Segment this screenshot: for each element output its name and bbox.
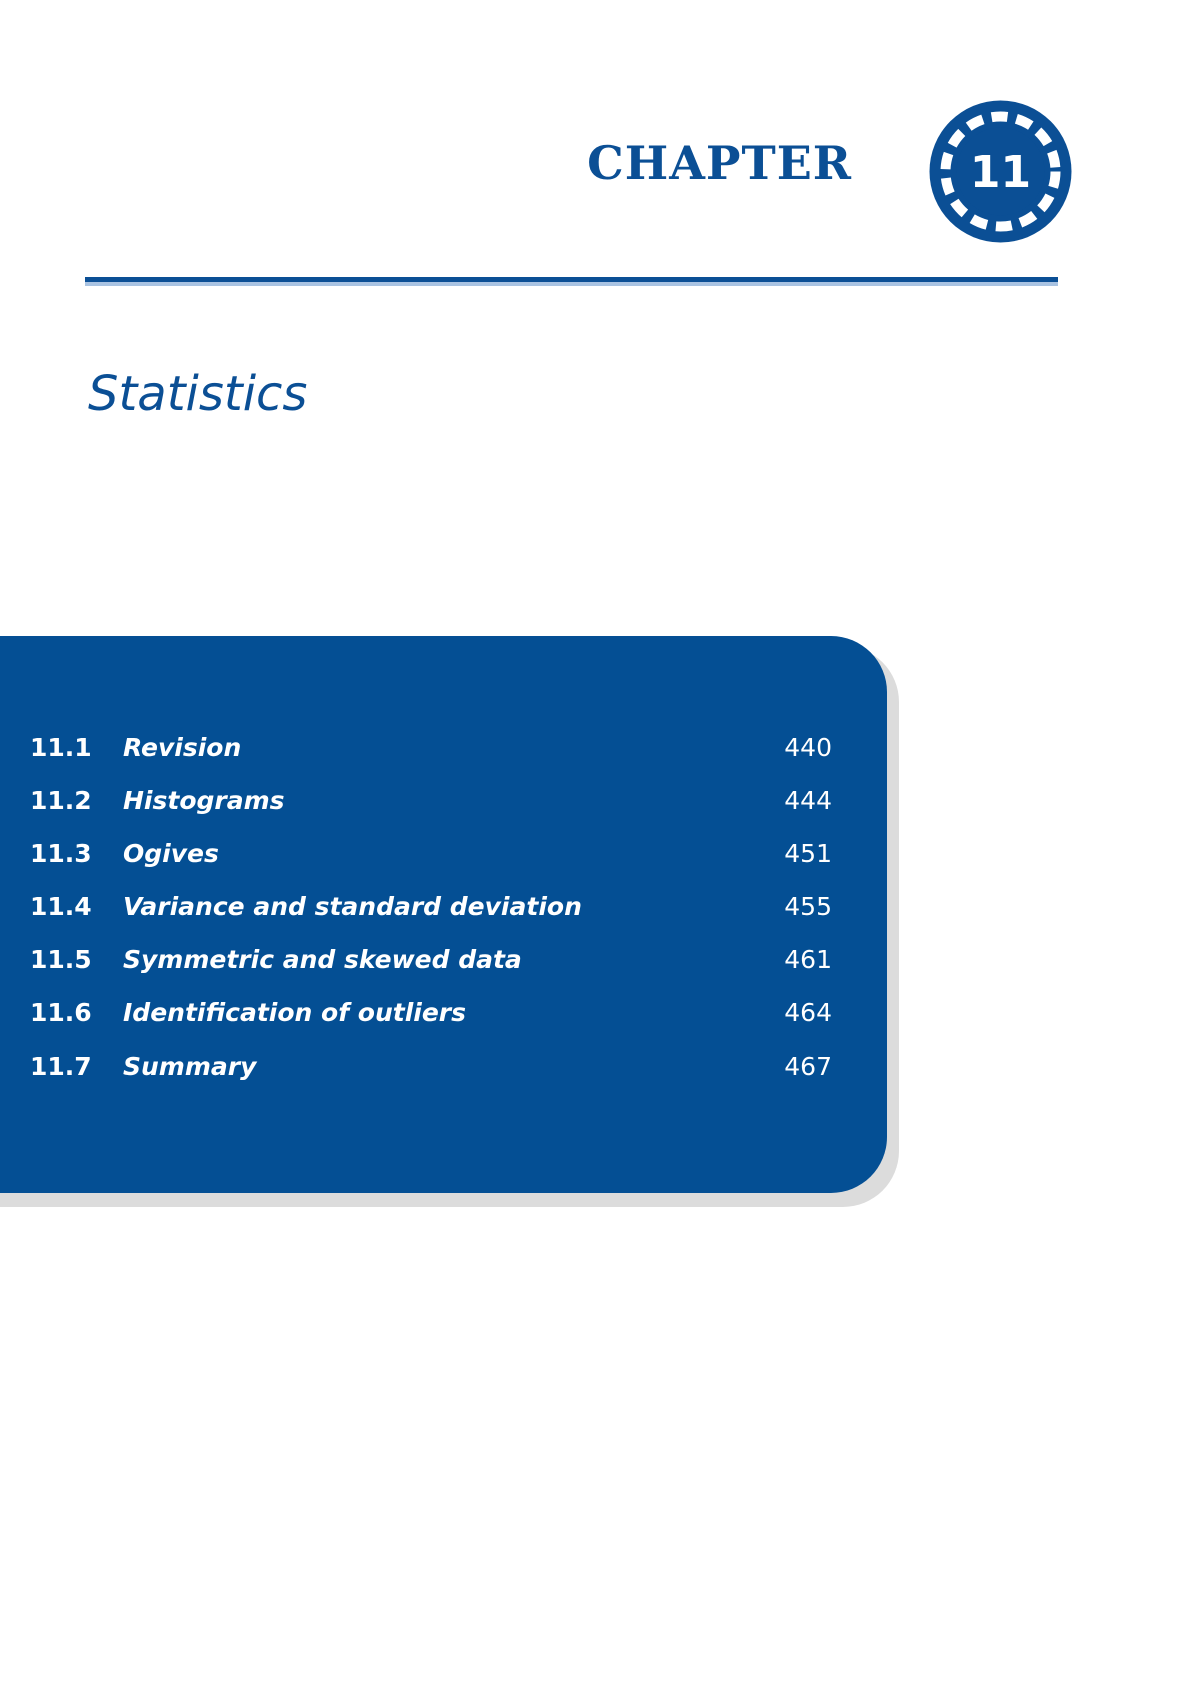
section-title: Identification of outliers xyxy=(123,998,467,1027)
chapter-title: Statistics xyxy=(88,366,308,422)
section-page: 467 xyxy=(784,1052,832,1081)
section-number: 11.2 xyxy=(30,786,92,815)
section-page: 461 xyxy=(784,945,832,974)
section-page: 444 xyxy=(784,786,832,815)
toc-row[interactable]: 11.1 Revision 440 xyxy=(0,728,867,768)
toc-row[interactable]: 11.4 Variance and standard deviation 455 xyxy=(0,887,867,927)
divider-light-line xyxy=(85,282,1058,286)
toc-row[interactable]: 11.7 Summary 467 xyxy=(0,1047,867,1087)
section-number: 11.7 xyxy=(30,1052,92,1081)
toc-row[interactable]: 11.2 Histograms 444 xyxy=(0,781,867,821)
chapter-number: 11 xyxy=(970,147,1031,198)
section-page: 455 xyxy=(784,892,832,921)
section-number: 11.5 xyxy=(30,945,92,974)
section-title: Revision xyxy=(123,733,242,762)
section-number: 11.1 xyxy=(30,733,92,762)
chapter-divider xyxy=(85,277,1058,286)
section-title: Summary xyxy=(123,1052,257,1081)
section-number: 11.3 xyxy=(30,839,92,868)
section-title: Histograms xyxy=(123,786,285,815)
toc-row[interactable]: 11.6 Identification of outliers 464 xyxy=(0,993,867,1033)
section-title: Variance and standard deviation xyxy=(123,892,582,921)
toc-row[interactable]: 11.5 Symmetric and skewed data 461 xyxy=(0,940,867,980)
section-page: 451 xyxy=(784,839,832,868)
section-number: 11.6 xyxy=(30,998,92,1027)
toc-row[interactable]: 11.3 Ogives 451 xyxy=(0,834,867,874)
divider-dark-line xyxy=(85,277,1058,282)
section-title: Symmetric and skewed data xyxy=(123,945,522,974)
section-page: 464 xyxy=(784,998,832,1027)
section-number: 11.4 xyxy=(30,892,92,921)
contents-panel: 11.1 Revision 440 11.2 Histograms 444 11… xyxy=(0,636,887,1193)
chapter-label: CHAPTER xyxy=(587,136,852,190)
section-page: 440 xyxy=(784,733,832,762)
section-title: Ogives xyxy=(123,839,219,868)
chapter-number-badge: 11 xyxy=(929,100,1072,243)
